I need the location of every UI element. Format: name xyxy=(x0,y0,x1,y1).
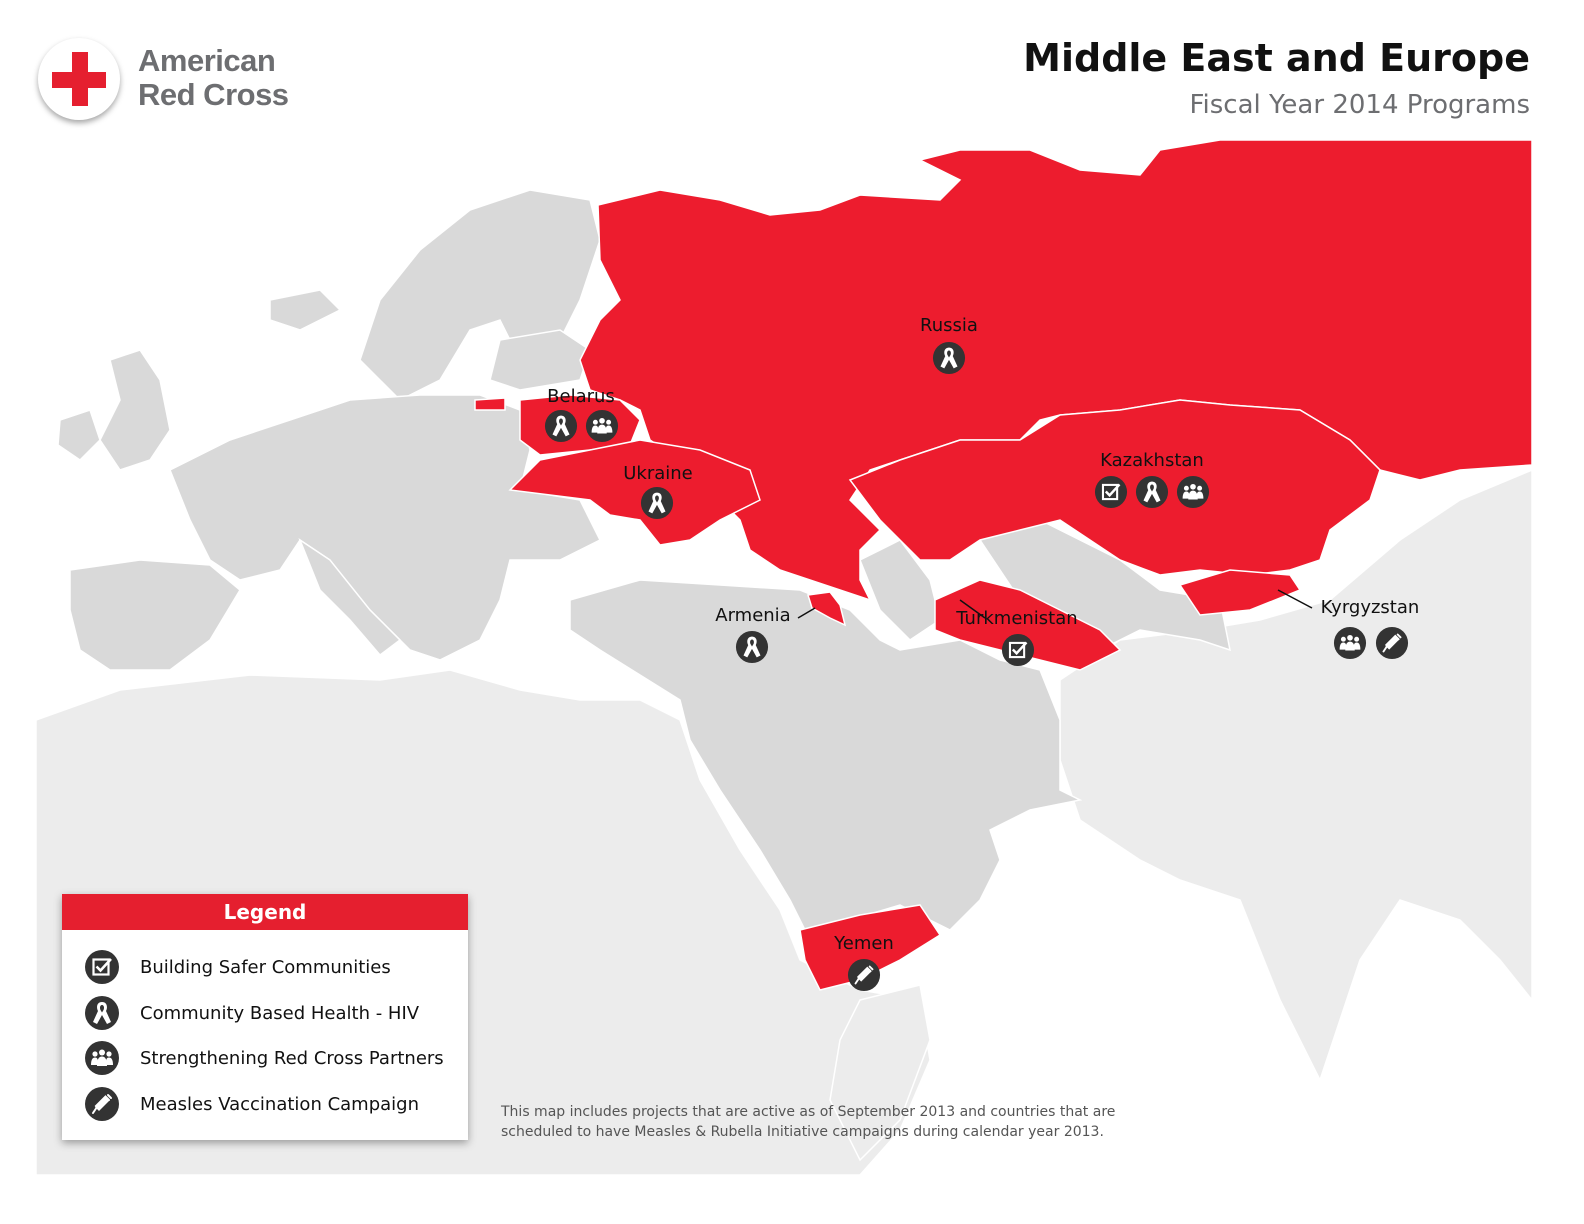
logo-line2: Red Cross xyxy=(138,77,289,112)
iceland xyxy=(269,289,342,331)
legend-label: Measles Vaccination Campaign xyxy=(140,1093,419,1115)
people-icon xyxy=(1333,626,1367,660)
page-title: Middle East and Europe xyxy=(1023,36,1530,80)
legend-item-safer-communities: Building Safer Communities xyxy=(84,949,391,985)
label-kyrgyzstan: Kyrgyzstan xyxy=(1321,597,1420,618)
grey-land xyxy=(57,189,1231,942)
legend-item-partners: Strengthening Red Cross Partners xyxy=(84,1040,444,1076)
logo-line1: American xyxy=(138,43,276,78)
ukraine-shape xyxy=(508,439,761,546)
turkey-middle-east xyxy=(569,579,1083,942)
people-icon xyxy=(85,1041,119,1075)
ribbon-icon xyxy=(640,486,674,520)
ribbon-icon xyxy=(735,630,769,664)
footnote-line2: scheduled to have Measles & Rubella Init… xyxy=(501,1124,1104,1140)
syringe-icon xyxy=(1375,626,1409,660)
ribbon-icon xyxy=(544,409,578,443)
syringe-icon xyxy=(84,1086,120,1122)
footnote: This map includes projects that are acti… xyxy=(501,1102,1115,1142)
red-cross-emblem xyxy=(38,38,120,120)
kaliningrad-shape xyxy=(474,397,506,411)
horn-of-africa xyxy=(829,984,931,1162)
turkmenistan-leader-line xyxy=(959,599,986,619)
asia-land xyxy=(1059,468,1533,1082)
continental-europe xyxy=(169,394,602,661)
legend-label: Strengthening Red Cross Partners xyxy=(140,1047,444,1069)
checkbox-icon xyxy=(1094,475,1128,509)
uk-ireland xyxy=(57,349,171,471)
ribbon-icon xyxy=(1135,475,1169,509)
italy xyxy=(298,538,402,657)
label-belarus: Belarus xyxy=(547,386,615,407)
armenia-leader-line xyxy=(797,607,816,619)
logo-wordmark: American Red Cross xyxy=(138,44,289,112)
yemen-shape xyxy=(799,904,942,991)
legend-item-hiv: Community Based Health - HIV xyxy=(84,995,419,1031)
label-russia: Russia xyxy=(920,315,978,336)
american-red-cross-logo: American Red Cross xyxy=(38,38,338,128)
legend-label: Building Safer Communities xyxy=(140,956,391,978)
label-armenia: Armenia xyxy=(715,605,790,626)
people-icon xyxy=(1176,475,1210,509)
legend-title: Legend xyxy=(62,894,468,930)
legend-label: Community Based Health - HIV xyxy=(140,1002,420,1024)
label-turkmenistan: Turkmenistan xyxy=(955,608,1077,629)
people-icon xyxy=(585,409,619,443)
page-subtitle: Fiscal Year 2014 Programs xyxy=(1189,90,1530,120)
kyrgyzstan-leader-line xyxy=(1277,589,1313,609)
checkbox-icon xyxy=(1001,633,1035,667)
syringe-icon xyxy=(847,958,881,992)
label-kazakhstan: Kazakhstan xyxy=(1100,450,1204,471)
ribbon-icon xyxy=(932,341,966,375)
baltics xyxy=(489,329,591,391)
label-ukraine: Ukraine xyxy=(623,463,693,484)
footnote-line1: This map includes projects that are acti… xyxy=(501,1104,1116,1120)
iberia xyxy=(69,559,241,671)
legend-panel: Legend Building Safer Communities Commun… xyxy=(62,894,468,1140)
ribbon-icon xyxy=(85,996,119,1030)
checkbox-icon xyxy=(84,949,120,985)
legend-item-measles: Measles Vaccination Campaign xyxy=(84,1086,419,1122)
label-yemen: Yemen xyxy=(833,933,894,954)
turkmenistan-shape xyxy=(934,579,1122,671)
armenia-shape xyxy=(807,591,847,627)
kyrgyzstan-shape xyxy=(1178,569,1302,616)
